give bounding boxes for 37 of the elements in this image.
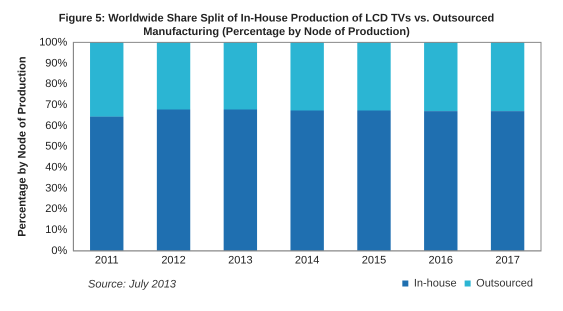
y-tick-label: 30%	[45, 182, 68, 194]
bar	[424, 42, 458, 112]
bar	[156, 110, 190, 251]
x-tick-label: 2017	[495, 254, 520, 266]
bar	[290, 110, 324, 251]
y-tick-label: 40%	[45, 161, 68, 174]
y-tick-label: 90%	[45, 57, 68, 70]
bar	[290, 42, 324, 111]
bar	[490, 42, 524, 112]
y-tick-label: 0%	[51, 244, 68, 257]
chart-title: Figure 5: Worldwide Share Split of In-House Production of LCD TVs vs. Outsourced Manufacturing (Percentage by Node of Production)	[58, 12, 494, 38]
x-tick-label: 2011	[94, 254, 119, 266]
y-tick-label: 70%	[45, 98, 68, 111]
bar	[90, 42, 124, 117]
x-tick-label: 2013	[228, 254, 253, 266]
y-tick-label: 80%	[45, 78, 68, 90]
bar	[424, 111, 458, 251]
legend-label: Outsourced	[476, 278, 534, 290]
bar	[357, 42, 391, 111]
y-axis-title: Percentage by Node of Production	[16, 56, 29, 237]
y-tick-label: 100%	[39, 36, 68, 48]
bar	[357, 110, 391, 251]
bar	[90, 116, 124, 251]
x-tick-label: 2015	[362, 254, 386, 266]
y-tick-label: 10%	[45, 224, 68, 236]
y-tick-label: 60%	[45, 120, 68, 132]
x-tick-label: 2016	[428, 254, 454, 266]
bar	[224, 110, 258, 251]
source-note: Source: July 2013	[88, 278, 177, 291]
bar	[156, 42, 190, 110]
y-tick-label: 20%	[45, 203, 68, 216]
bar	[224, 42, 258, 110]
x-tick-label: 2012	[161, 254, 186, 266]
legend-label: In-house	[414, 278, 457, 290]
x-tick-label: 2014	[294, 254, 320, 266]
bar	[490, 111, 524, 251]
y-tick-label: 50%	[45, 140, 68, 153]
